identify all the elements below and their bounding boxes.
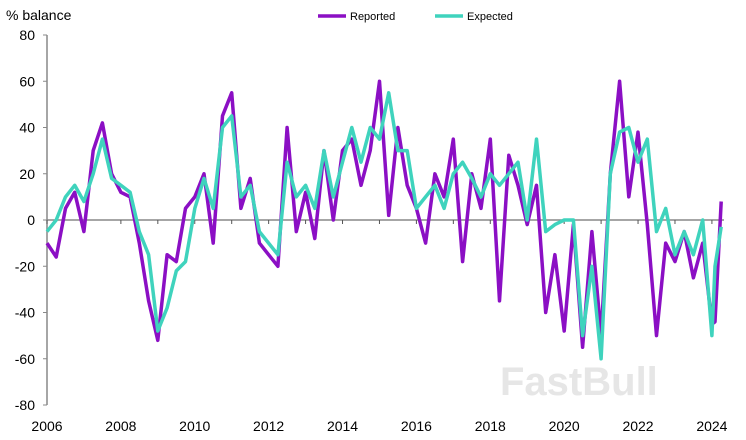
y-tick-label: 60 xyxy=(19,73,35,89)
y-tick-label: -40 xyxy=(15,305,35,321)
x-tick-label: 2012 xyxy=(253,418,284,434)
y-tick-label: -80 xyxy=(15,397,35,413)
x-tick-label: 2010 xyxy=(179,418,210,434)
series-line-expected xyxy=(45,91,723,361)
y-tick-label: 0 xyxy=(27,212,35,228)
y-tick-label: 20 xyxy=(19,166,35,182)
legend-label: Expected xyxy=(467,11,513,23)
series-lines xyxy=(45,79,723,361)
x-tick-label: 2006 xyxy=(31,418,62,434)
x-tick-label: 2020 xyxy=(549,418,580,434)
series-line-reported xyxy=(45,79,723,349)
y-axis-label: % balance xyxy=(6,7,72,23)
axes: 80 60 40 20 0 -20 -40 -60 -80 2006 2008 2010 2012 201… xyxy=(15,27,728,434)
x-tick-label: 2018 xyxy=(475,418,506,434)
y-tick-label: -20 xyxy=(15,258,35,274)
x-tick-label: 2014 xyxy=(327,418,358,434)
legend: Reported Expected xyxy=(318,11,513,23)
y-tick-label: 80 xyxy=(19,27,35,43)
watermark-logo: FastBull xyxy=(500,360,658,404)
y-tick-label: 40 xyxy=(19,120,35,136)
x-tick-label: 2024 xyxy=(696,418,727,434)
x-tick-label: 2016 xyxy=(401,418,432,434)
x-tick-label: 2008 xyxy=(105,418,136,434)
x-tick-label: 2022 xyxy=(622,418,653,434)
legend-label: Reported xyxy=(350,11,395,23)
y-tick-label: -60 xyxy=(15,351,35,367)
